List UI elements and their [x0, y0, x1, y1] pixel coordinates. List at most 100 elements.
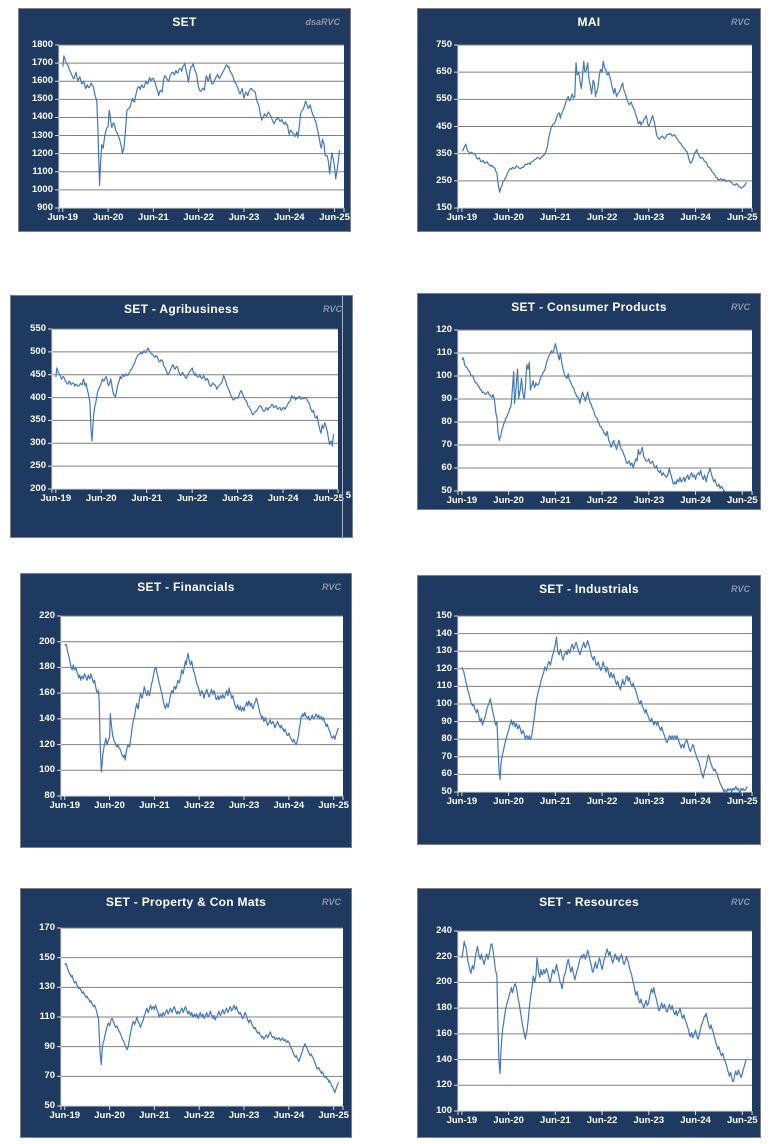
x-axis-label: Jun-24: [680, 212, 711, 223]
y-axis-label: 250: [30, 460, 46, 472]
y-axis-label: 60: [441, 462, 452, 473]
x-axis-label: Jun-23: [633, 796, 665, 807]
y-axis-label: 180: [39, 661, 55, 673]
x-axis-label: Jun-23: [228, 212, 260, 223]
x-axis-label: Jun-20: [493, 796, 524, 807]
y-axis-label: 150: [39, 951, 55, 963]
y-axis-label: 400: [30, 391, 46, 403]
plot-area: 50 60 70 80 90 100 110 120 130 140 150 Jun-19 Jun-20…: [436, 610, 757, 807]
x-axis-label: Jun-21: [138, 212, 169, 223]
x-axis-label: Jun-22: [183, 800, 215, 811]
x-axis-label: Jun-22: [586, 796, 618, 807]
plot-area: 900 1000 1100 1200 1300 1400 1500 1600 1700 1800 J…: [32, 39, 350, 223]
x-axis-label: Jun-21: [540, 796, 571, 807]
y-axis-label: 200: [39, 635, 55, 647]
x-axis-label: Jun-25: [318, 1110, 349, 1121]
x-axis-label: Jun-25: [319, 212, 350, 223]
chart-panel-industrials: SET - Industrials RVC 50 60 70 80 90 100 110 12…: [417, 575, 761, 845]
plot-area: 100 120 140 160 180 200 220 240 Jun-19 Jun-20 Jun-…: [436, 925, 757, 1126]
x-axis-label: Jun-23: [222, 493, 253, 504]
x-axis-label: Jun-20: [493, 495, 524, 506]
y-axis-label: 650: [436, 66, 452, 78]
y-axis-label: 70: [441, 750, 452, 762]
x-axis-label: Jun-24: [273, 1110, 305, 1121]
plot-area: 80 100 120 140 160 180 200 220 Jun-19 Jun-20 Jun-2…: [39, 610, 349, 811]
chart-title: SET: [172, 15, 197, 29]
watermark-text: RVC: [730, 302, 750, 312]
chart-canvas: [454, 44, 753, 212]
y-axis-label: 100: [436, 1105, 452, 1116]
y-axis-label: 120: [39, 738, 55, 750]
y-axis-label: 170: [39, 922, 55, 933]
plot-area: 150 250 350 450 550 650 750 Jun-19 Jun-20 Jun-21 J…: [436, 39, 757, 223]
x-axis-label: Jun-24: [680, 495, 711, 506]
y-axis-label: 70: [441, 439, 452, 450]
y-axis-label: 160: [436, 1027, 452, 1039]
chart-panel-consumer-products: SET - Consumer Products RVC 50 60 70 80 90 10…: [417, 293, 761, 510]
y-axis-label: 140: [436, 627, 452, 639]
x-axis-label: Jun-19: [446, 1115, 478, 1126]
plot-area: 50 60 70 80 90 100 110 120 Jun-19 Jun-20 Jun-21 Jun…: [436, 324, 757, 506]
y-axis-label: 130: [39, 981, 55, 993]
chart-title: SET - Resources: [539, 895, 639, 909]
y-axis-label: 60: [441, 768, 452, 780]
watermark-text: RVC: [730, 584, 750, 594]
watermark-text: RVC: [321, 582, 341, 592]
x-axis-label: Jun-25: [726, 796, 758, 807]
x-axis-label: Jun-22: [183, 212, 214, 223]
x-axis-label: Jun-20: [493, 1115, 524, 1126]
y-axis-label: 90: [441, 393, 452, 404]
y-axis-label: 220: [436, 950, 452, 962]
y-axis-label: 50: [441, 485, 452, 496]
x-axis-label: Jun-21: [540, 495, 571, 506]
x-axis-label: Jun-19: [446, 495, 478, 506]
chart-title: SET - Industrials: [539, 582, 639, 596]
y-axis-label: 150: [436, 610, 452, 621]
series-line: [55, 347, 335, 447]
y-axis-label: 120: [436, 662, 452, 674]
chart-canvas: [48, 328, 339, 493]
y-axis-label: 1100: [32, 165, 53, 177]
y-axis-label: 450: [30, 368, 46, 380]
x-axis-label: Jun-22: [586, 212, 618, 223]
plot-area: 50 70 90 110 130 150 170 Jun-19 Jun-20 Jun-21 Jun-…: [39, 922, 349, 1121]
plot-background: [458, 330, 752, 491]
plot-background: [52, 329, 338, 489]
chart-canvas: [57, 615, 344, 800]
y-axis-label: 50: [441, 786, 452, 797]
x-axis-label: Jun-20: [493, 212, 524, 223]
chart-title: MAI: [577, 15, 601, 29]
watermark-text: RVC: [730, 897, 750, 907]
chart-panel-property-con-mats: SET - Property & Con Mats RVC 50 70 90 110 1…: [20, 888, 352, 1138]
y-axis-label: 160: [39, 687, 55, 699]
y-axis-label: 550: [30, 323, 46, 334]
y-axis-label: 220: [39, 610, 55, 621]
y-axis-label: 50: [44, 1100, 55, 1111]
chart-canvas: [454, 930, 753, 1115]
chart-canvas: [454, 329, 753, 495]
series-line: [62, 55, 341, 186]
x-axis-label: Jun-19: [446, 212, 478, 223]
y-axis-label: 110: [436, 680, 452, 692]
y-axis-label: 750: [436, 39, 452, 50]
x-axis-label: Jun-23: [633, 1115, 665, 1126]
series-line: [64, 963, 340, 1094]
y-axis-label: 110: [39, 1011, 55, 1022]
chart-panel-mai: MAI RVC 150 250 350 450 550 650 750 Jun-19 Jun-2…: [417, 8, 761, 232]
x-axis-label: Jun-19: [49, 800, 81, 811]
x-axis-label: Jun-24: [273, 212, 305, 223]
x-axis-label: Jun-19: [47, 212, 79, 223]
series-line: [461, 343, 726, 492]
plot-background: [59, 45, 344, 208]
chart-canvas: [55, 44, 345, 212]
overlap-artifact-line: [342, 296, 343, 537]
y-axis-label: 240: [436, 925, 452, 936]
chart-title: SET - Agribusiness: [124, 302, 239, 316]
y-axis-label: 100: [436, 370, 452, 381]
x-axis-label: Jun-19: [40, 493, 72, 504]
x-axis-label: Jun-23: [633, 212, 665, 223]
y-axis-label: 90: [441, 715, 452, 727]
chart-canvas: [57, 927, 344, 1110]
y-axis-label: 250: [436, 174, 452, 186]
x-axis-label: Jun-20: [85, 493, 117, 504]
